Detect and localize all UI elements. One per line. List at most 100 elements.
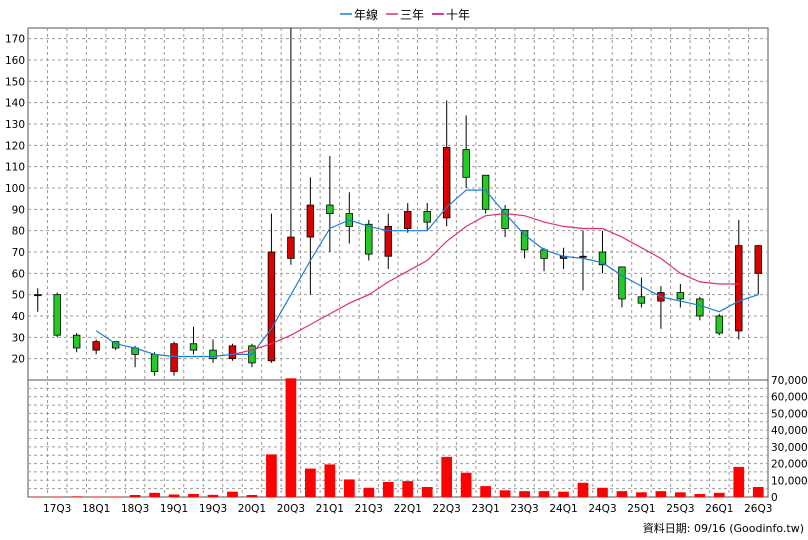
volume-bar	[441, 456, 453, 497]
candle-body	[404, 211, 412, 229]
x-tick-label: 20Q1	[238, 503, 266, 515]
volume-bar	[421, 486, 433, 497]
candle-body	[287, 236, 295, 259]
volume-bar	[519, 491, 530, 497]
ma-line-0	[95, 189, 759, 358]
price-tick-label: 60	[12, 268, 25, 280]
price-tick-label: 130	[5, 119, 25, 131]
candle-body	[72, 334, 81, 349]
legend-label-1: 三年	[400, 8, 424, 22]
price-tick-label: 20	[12, 354, 25, 366]
x-tick-label: 21Q1	[316, 503, 344, 515]
candle-body	[53, 294, 61, 336]
price-tick-label: 110	[5, 162, 25, 174]
x-tick-label: 21Q3	[355, 503, 383, 515]
volume-bar	[227, 491, 238, 497]
candle-body	[442, 147, 451, 219]
x-tick-label: 26Q1	[705, 503, 733, 515]
candle-body	[34, 294, 42, 297]
candle-body	[228, 345, 237, 360]
volume-bar	[752, 486, 764, 497]
candle-body	[306, 204, 315, 238]
volume-bar	[499, 490, 511, 497]
candle-body	[267, 251, 276, 362]
grid	[27, 27, 769, 498]
volume-bar	[188, 493, 199, 497]
price-tick-label: 100	[5, 183, 25, 195]
candle-body	[150, 353, 159, 372]
x-tick-label: 25Q3	[666, 503, 694, 515]
volume-tick-label: 70,000	[771, 375, 808, 387]
volume-bar	[51, 496, 63, 497]
candle-body	[170, 343, 178, 372]
candle-body	[754, 245, 762, 274]
volume-bar	[538, 491, 550, 497]
x-tick-label: 17Q3	[43, 503, 71, 515]
volume-bar	[71, 496, 83, 497]
price-tick-label: 160	[5, 55, 25, 67]
price-tick-label: 140	[5, 98, 25, 110]
volume-bar	[655, 491, 667, 497]
price-tick-label: 80	[12, 226, 25, 238]
candle-body	[209, 349, 217, 360]
x-tick-label: 25Q1	[627, 503, 655, 515]
volume-tick-label: 10,000	[771, 475, 808, 487]
volume-bar	[616, 491, 628, 497]
candle-body	[501, 208, 509, 229]
candle-body	[92, 341, 100, 351]
candle-body	[618, 266, 626, 300]
volume-tick-label: 50,000	[771, 408, 808, 420]
price-tick-label: 90	[12, 204, 25, 216]
volume-bar	[597, 487, 608, 497]
volume-tick-label: 30,000	[771, 442, 808, 454]
x-tick-label: 20Q3	[277, 503, 305, 515]
volume-tick-label: 60,000	[771, 392, 808, 404]
candle-body	[481, 174, 490, 210]
volume-bar	[324, 464, 336, 497]
candle-body	[696, 298, 704, 317]
candle-body	[579, 255, 587, 258]
x-tick-label: 19Q1	[160, 503, 188, 515]
price-tick-label: 50	[12, 290, 25, 302]
volume-bar	[713, 492, 725, 497]
x-tick-label: 22Q3	[433, 503, 461, 515]
x-tick-label: 19Q3	[199, 503, 227, 515]
volume-bars	[32, 378, 764, 498]
candle-body	[598, 251, 607, 266]
x-tick-label: 26Q3	[744, 503, 772, 515]
volume-tick-label: 20,000	[771, 459, 808, 471]
volume-bar	[246, 494, 258, 497]
price-tick-label: 170	[5, 34, 25, 46]
volume-bar	[675, 492, 686, 497]
candle-body	[735, 245, 743, 332]
x-tick-label: 23Q1	[471, 503, 499, 515]
price-tick-label: 120	[5, 140, 25, 152]
x-tick-label: 24Q1	[549, 503, 577, 515]
volume-bar	[363, 487, 375, 497]
candle-body	[637, 296, 646, 304]
candle-body	[676, 292, 685, 300]
volume-bar	[168, 494, 180, 497]
candle-body	[715, 315, 724, 334]
legend-label-0: 年線	[354, 7, 378, 22]
volume-bar	[110, 496, 121, 497]
x-tick-label: 23Q3	[510, 503, 538, 515]
candle-body	[520, 230, 529, 251]
volume-bar	[149, 492, 160, 497]
volume-bar	[480, 486, 491, 497]
source-note: 資料日期: 09/16 (Goodinfo.tw)	[643, 521, 804, 535]
volume-tick-label: 0	[771, 492, 778, 504]
x-tick-label: 18Q1	[82, 503, 110, 515]
volume-bar	[305, 468, 316, 497]
price-tick-label: 40	[12, 311, 25, 323]
price-tick-label: 150	[5, 76, 25, 88]
volume-bar	[129, 494, 141, 497]
candle-body	[423, 211, 431, 223]
volume-bar	[577, 482, 589, 497]
legend: 年線 三年 十年	[340, 7, 470, 22]
price-tick-label: 30	[12, 332, 25, 344]
volume-bar	[733, 466, 745, 497]
price-tick-label: 70	[12, 247, 25, 259]
ma-line-1	[232, 212, 739, 355]
